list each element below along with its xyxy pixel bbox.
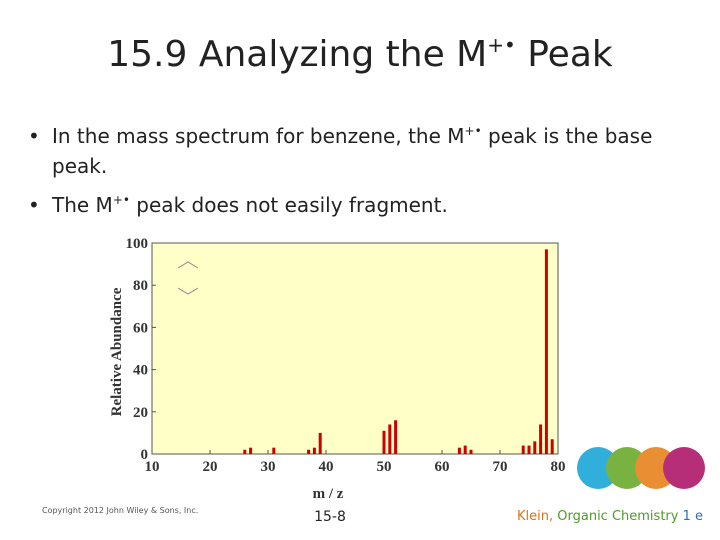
bar [272,447,276,454]
bar [539,424,543,454]
x-tick-label: 30 [261,459,276,475]
x-tick-label: 80 [551,459,566,475]
bar [394,420,398,454]
bar [469,449,473,454]
bullet-dot: • [28,124,40,148]
bullet-text: peak does not easily fragment. [130,193,448,217]
bar [249,447,253,454]
y-tick-label: 60 [133,320,148,336]
plot-area [151,242,559,455]
x-tick-label: 70 [493,459,508,475]
y-tick-label: 20 [133,405,148,421]
bullet-dot: • [28,193,40,217]
bar [463,445,467,454]
bar [544,249,548,454]
logo [577,447,705,489]
bullet-text: peak. [52,154,107,178]
x-axis-label: m / z [313,486,344,502]
footer-citation: Klein, Organic Chemistry 1 e [517,509,703,524]
title-text: 15.9 Analyzing the M [107,34,487,75]
author: Klein, [517,509,553,524]
bar [527,445,531,454]
bullet-sup: +• [113,193,130,207]
bar [550,439,554,454]
edition: 1 e [678,509,703,524]
bullet-text: peak is the base [482,124,653,148]
bullet-text: In the mass spectrum for benzene, the M [52,124,465,148]
title-tail: Peak [516,34,613,75]
y-tick-label: 0 [141,447,149,463]
bar [382,430,386,454]
bullet-text: The M [51,193,113,217]
y-tick-label: 40 [133,363,148,379]
x-tick-label: 50 [377,459,392,475]
bullet: In the mass spectrum for benzene, the M+… [52,124,652,148]
y-axis-label: Relative Abundance [109,287,125,416]
bar [243,449,247,454]
benzene-structure [177,261,199,295]
bar [521,445,525,454]
bar [307,449,311,454]
y-tick-label: 80 [133,278,148,294]
bar [457,447,461,454]
slide-title: 15.9 Analyzing the M+• Peak [107,33,613,75]
x-tick-label: 60 [435,459,450,475]
bullet: The M+• peak does not easily fragment. [51,193,448,217]
bar [388,424,392,454]
x-tick-label: 10 [145,459,160,475]
title-sup: +• [487,33,516,57]
bar [312,447,316,454]
bar [533,441,537,454]
book: Organic Chemistry [553,509,679,524]
y-tick-label: 100 [126,236,149,252]
page-number: 15-8 [314,509,346,525]
bullet-sup: +• [465,124,482,138]
x-tick-label: 40 [319,459,334,475]
x-tick-label: 20 [203,459,218,475]
copyright: Copyright 2012 John Wiley & Sons, Inc. [42,506,198,515]
bar [318,432,322,454]
